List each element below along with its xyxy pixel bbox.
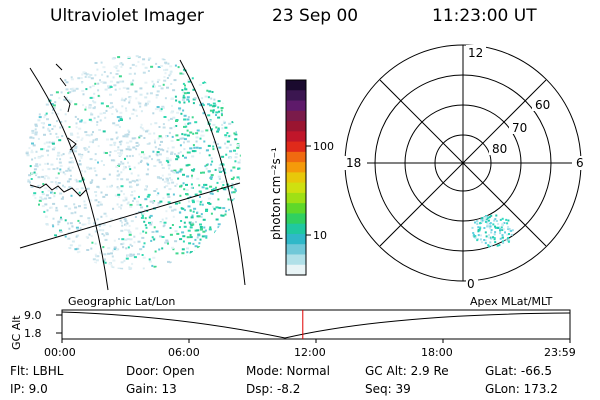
- apex-mlat-mlt-label: Apex MLat/MLT: [470, 295, 553, 308]
- date-label: 23 Sep 00: [272, 6, 359, 26]
- polar-auroral-patch: [471, 214, 514, 248]
- lat-label-70: 70: [512, 121, 527, 135]
- mode-value: Mode: Normal: [246, 364, 330, 378]
- colorbar-stripe: [286, 90, 306, 102]
- coastline: [29, 63, 87, 197]
- colorbar-stripe: [286, 223, 306, 235]
- colorbar-stripe: [286, 233, 306, 245]
- x-tick-2359: 23:59: [544, 346, 576, 359]
- gc-alt-value: GC Alt: 2.9 Re: [365, 364, 449, 378]
- filter-value: Flt: LBHL: [10, 364, 64, 378]
- mlt-label-0: 0: [467, 277, 475, 291]
- gain-value: Gain: 13: [126, 382, 177, 396]
- x-tick-00: 00:00: [44, 346, 76, 359]
- colorbar-stripe: [286, 254, 306, 266]
- y-tick-1-8: 1.8: [24, 327, 42, 340]
- glat-value: GLat: -66.5: [485, 364, 552, 378]
- colorbar-stripe: [286, 131, 306, 143]
- polar-plot: [344, 44, 582, 282]
- ip-value: IP: 9.0: [10, 382, 48, 396]
- colorbar-stripe: [286, 80, 306, 91]
- colorbar-stripe: [286, 203, 306, 215]
- colorbar-stripe: [286, 264, 306, 276]
- instrument-title: Ultraviolet Imager: [50, 6, 204, 26]
- longitude-line-right: [179, 59, 246, 286]
- lat-label-60: 60: [535, 98, 550, 112]
- colorbar-stripe: [286, 213, 306, 225]
- timeline-y-axis-label: GC Alt: [10, 315, 23, 350]
- colorbar-stripe: [286, 151, 306, 163]
- colorbar-unit-label: photon cm⁻²s⁻¹: [269, 147, 283, 240]
- colorbar-tick-100: 100: [313, 140, 334, 153]
- door-value: Door: Open: [126, 364, 195, 378]
- mlt-label-18: 18: [346, 156, 361, 170]
- dsp-value: Dsp: -8.2: [246, 382, 301, 396]
- mlt-label-6: 6: [576, 156, 584, 170]
- geographic-image: [19, 55, 246, 291]
- time-label: 11:23:00 UT: [432, 6, 537, 26]
- uv-intensity-speckles: [25, 55, 241, 270]
- colorbar-stripe: [286, 192, 306, 204]
- x-tick-18: 18:00: [421, 346, 453, 359]
- colorbar-stripe: [286, 182, 306, 194]
- colorbar-stripe: [286, 141, 306, 153]
- glon-value: GLon: 173.2: [485, 382, 558, 396]
- mlt-label-12: 12: [468, 46, 483, 60]
- lat-label-80: 80: [492, 142, 507, 156]
- colorbar-stripe: [286, 172, 306, 184]
- colorbar-stripe: [286, 110, 306, 122]
- x-tick-06: 06:00: [168, 346, 200, 359]
- sequence-value: Seq: 39: [365, 382, 411, 396]
- altitude-curve: [61, 311, 571, 339]
- x-tick-12: 12:00: [294, 346, 326, 359]
- longitude-line-left: [29, 67, 109, 291]
- colorbar-stripe: [286, 121, 306, 132]
- latitude-line: [19, 182, 241, 249]
- geographic-latlon-label: Geographic Lat/Lon: [68, 295, 176, 308]
- colorbar-stripe: [286, 244, 306, 256]
- y-tick-9: 9.0: [24, 309, 42, 322]
- colorbar-stripe: [286, 100, 306, 112]
- polar-diagonal-b: [379, 79, 547, 247]
- colorbar-tick-10: 10: [313, 229, 327, 242]
- colorbar: 100 10 photon cm⁻²s⁻¹: [269, 79, 334, 276]
- orbit-timeline: GC Alt 9.0 1.8: [10, 309, 571, 350]
- colorbar-stripe: [286, 162, 306, 173]
